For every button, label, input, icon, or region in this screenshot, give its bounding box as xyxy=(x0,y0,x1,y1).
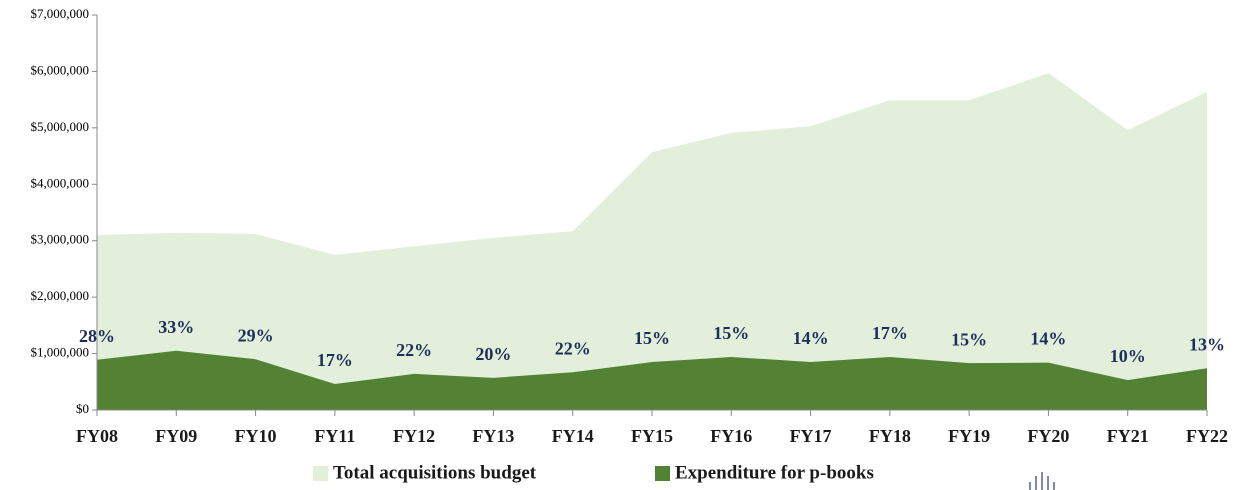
share-label: 14% xyxy=(793,328,829,348)
x-tick-label: FY11 xyxy=(314,426,355,446)
x-tick-label: FY17 xyxy=(790,426,832,446)
share-label: 22% xyxy=(555,338,591,358)
share-label: 33% xyxy=(158,317,194,337)
x-tick-label: FY16 xyxy=(710,426,752,446)
y-tick-label: $6,000,000 xyxy=(31,62,90,77)
share-label: 17% xyxy=(872,323,908,343)
x-tick-label: FY09 xyxy=(155,426,197,446)
x-tick-label: FY13 xyxy=(472,426,514,446)
legend-label: Total acquisitions budget xyxy=(333,462,537,483)
share-label: 20% xyxy=(475,344,511,364)
x-tick-label: FY22 xyxy=(1186,426,1228,446)
x-tick-label: FY10 xyxy=(235,426,277,446)
share-label: 15% xyxy=(713,323,749,343)
logo xyxy=(1029,472,1055,490)
share-label: 17% xyxy=(317,350,353,370)
x-tick-label: FY18 xyxy=(869,426,911,446)
x-tick-label: FY12 xyxy=(393,426,435,446)
x-tick-label: FY20 xyxy=(1027,426,1069,446)
x-tick-label: FY15 xyxy=(631,426,673,446)
y-tick-label: $5,000,000 xyxy=(31,119,90,134)
x-tick-label: FY08 xyxy=(76,426,118,446)
legend-label: Expenditure for p-books xyxy=(675,462,874,483)
share-label: 15% xyxy=(634,328,670,348)
share-label: 14% xyxy=(1030,329,1066,349)
share-label: 13% xyxy=(1189,334,1225,354)
area xyxy=(97,350,1207,410)
y-tick-label: $0 xyxy=(76,401,89,416)
area xyxy=(97,73,1207,410)
share-label: 29% xyxy=(238,325,274,345)
legend-swatch xyxy=(313,466,328,481)
y-tick-label: $1,000,000 xyxy=(31,345,90,360)
share-label: 15% xyxy=(951,329,987,349)
share-label: 10% xyxy=(1110,346,1146,366)
x-tick-label: FY19 xyxy=(948,426,990,446)
y-tick-label: $2,000,000 xyxy=(31,288,90,303)
x-tick-label: FY14 xyxy=(552,426,594,446)
y-tick-label: $7,000,000 xyxy=(31,6,90,21)
y-tick-label: $3,000,000 xyxy=(31,232,90,247)
x-tick-label: FY21 xyxy=(1107,426,1149,446)
legend-swatch xyxy=(655,466,670,481)
share-label: 22% xyxy=(396,340,432,360)
y-tick-label: $4,000,000 xyxy=(31,175,90,190)
